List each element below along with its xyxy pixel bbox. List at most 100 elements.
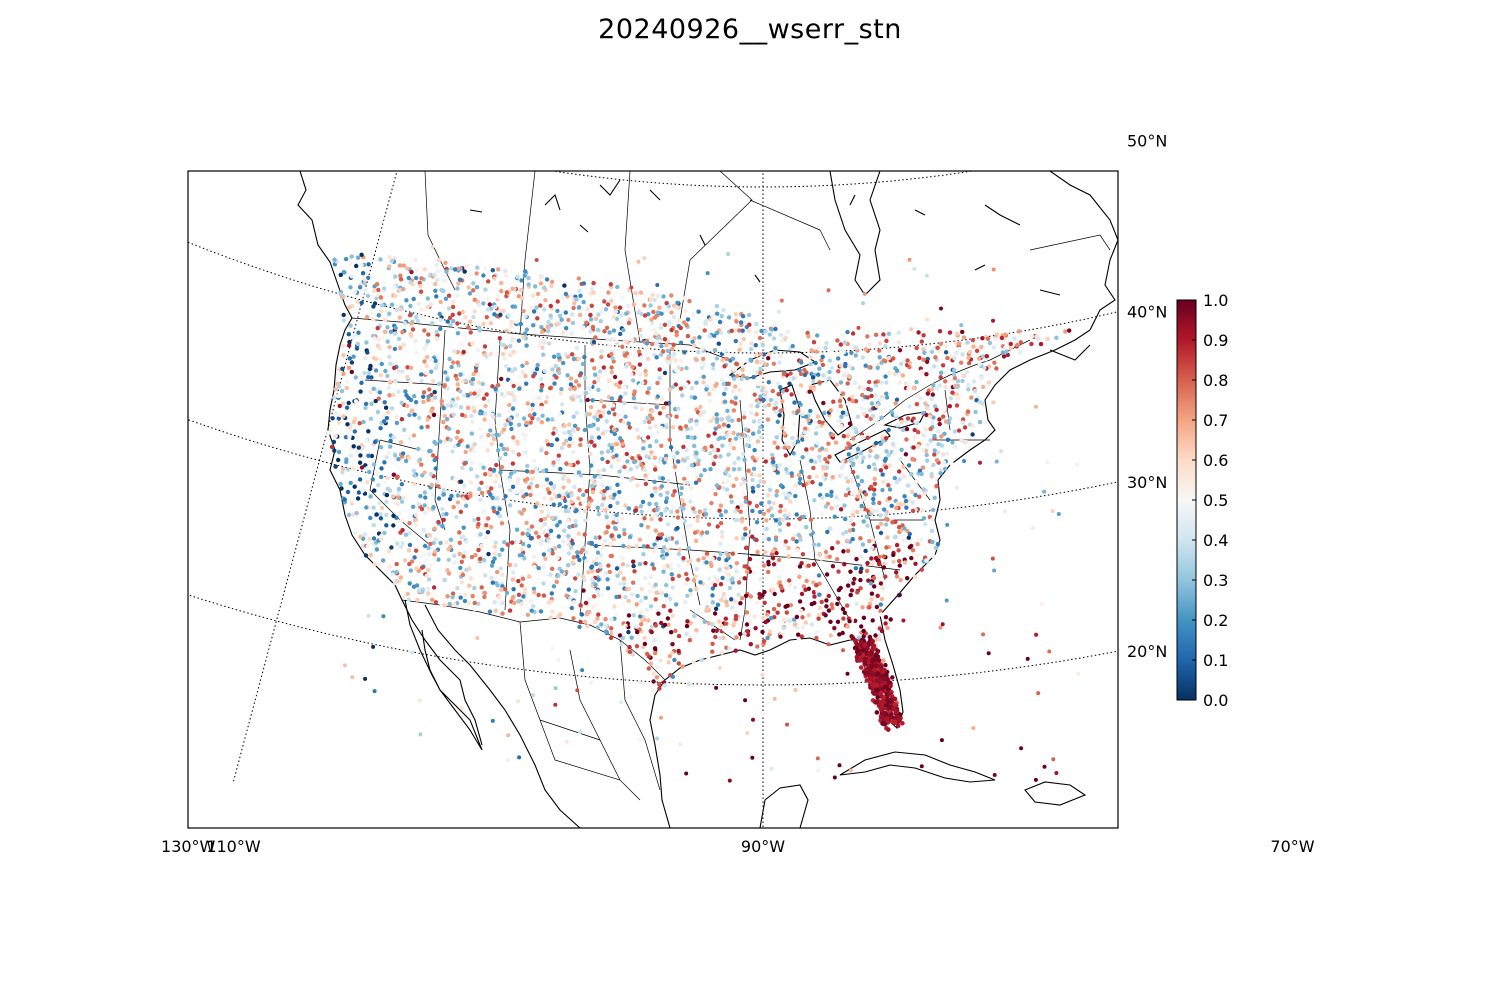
station-point	[970, 432, 975, 437]
station-point	[365, 314, 370, 320]
station-point	[870, 561, 875, 567]
station-point	[712, 583, 718, 588]
station-point	[451, 318, 456, 324]
station-point	[358, 534, 363, 539]
station-point	[554, 375, 559, 380]
station-point	[338, 266, 343, 271]
station-point	[1039, 602, 1044, 606]
station-point	[674, 305, 680, 310]
station-point	[714, 483, 720, 488]
station-point	[672, 489, 677, 494]
station-point	[571, 555, 576, 560]
station-point	[601, 365, 606, 370]
station-point	[419, 372, 424, 377]
station-point	[854, 556, 859, 562]
station-point	[378, 512, 383, 517]
station-point	[631, 378, 636, 383]
station-point	[545, 395, 550, 400]
station-point	[476, 521, 481, 527]
station-point	[892, 534, 897, 540]
station-point	[758, 370, 763, 376]
station-point	[645, 306, 650, 312]
station-point	[724, 621, 729, 626]
canada-east-coastline	[1049, 171, 1118, 331]
station-point	[1016, 329, 1022, 334]
station-point	[748, 403, 754, 408]
station-point	[1029, 334, 1035, 339]
station-point	[874, 637, 879, 642]
station-point	[381, 419, 387, 424]
station-point	[738, 482, 744, 487]
station-point	[524, 327, 530, 332]
station-point	[609, 370, 614, 375]
station-point	[575, 554, 580, 559]
station-point	[923, 427, 928, 432]
station-point	[590, 569, 595, 574]
station-point	[651, 679, 656, 684]
station-point	[705, 584, 710, 589]
station-point	[710, 313, 715, 319]
station-point	[817, 366, 822, 371]
station-point	[381, 614, 386, 619]
station-point	[845, 381, 850, 386]
station-point	[384, 523, 389, 528]
station-point	[421, 390, 427, 395]
station-point	[684, 571, 689, 577]
station-point	[484, 315, 489, 320]
station-point	[770, 452, 775, 458]
station-point	[595, 593, 601, 598]
station-point	[542, 368, 547, 374]
station-point	[873, 419, 878, 424]
station-point	[519, 278, 524, 283]
station-point	[659, 396, 665, 402]
station-point	[499, 280, 504, 286]
station-point	[424, 370, 429, 376]
station-point	[909, 472, 914, 477]
station-point	[387, 393, 392, 398]
station-point	[622, 527, 627, 533]
station-point	[664, 496, 670, 501]
station-point	[341, 414, 346, 419]
station-point	[367, 469, 372, 475]
station-point	[775, 610, 780, 615]
station-point	[655, 310, 661, 315]
station-point	[882, 458, 888, 463]
station-point	[675, 515, 681, 520]
station-point	[731, 367, 737, 372]
station-point	[1008, 341, 1013, 347]
station-point	[894, 574, 900, 579]
station-point	[406, 597, 411, 602]
station-point	[678, 358, 683, 363]
station-point	[719, 650, 724, 655]
station-point	[609, 445, 614, 451]
station-point	[966, 387, 971, 392]
station-point	[585, 397, 590, 403]
station-point	[333, 387, 339, 392]
station-point	[587, 411, 592, 417]
station-point	[639, 407, 644, 412]
station-point	[862, 291, 867, 296]
station-point	[916, 444, 921, 449]
station-point	[942, 407, 947, 412]
station-point	[712, 447, 717, 452]
station-point	[911, 445, 916, 450]
station-point	[883, 522, 889, 527]
station-point	[551, 584, 557, 589]
station-point	[422, 470, 427, 475]
station-point	[878, 530, 884, 536]
station-point	[670, 642, 675, 647]
station-point	[814, 425, 820, 430]
station-point	[854, 601, 859, 607]
station-point	[429, 409, 434, 414]
station-point	[670, 504, 675, 510]
station-point	[613, 305, 618, 310]
station-point	[726, 423, 731, 429]
station-point	[482, 417, 487, 422]
station-point	[651, 671, 657, 676]
station-point	[384, 455, 389, 460]
station-point	[717, 508, 722, 513]
station-point	[858, 577, 863, 583]
colorbar-tick-label: 0.4	[1203, 531, 1228, 550]
station-point	[709, 500, 714, 506]
station-point	[732, 376, 737, 381]
